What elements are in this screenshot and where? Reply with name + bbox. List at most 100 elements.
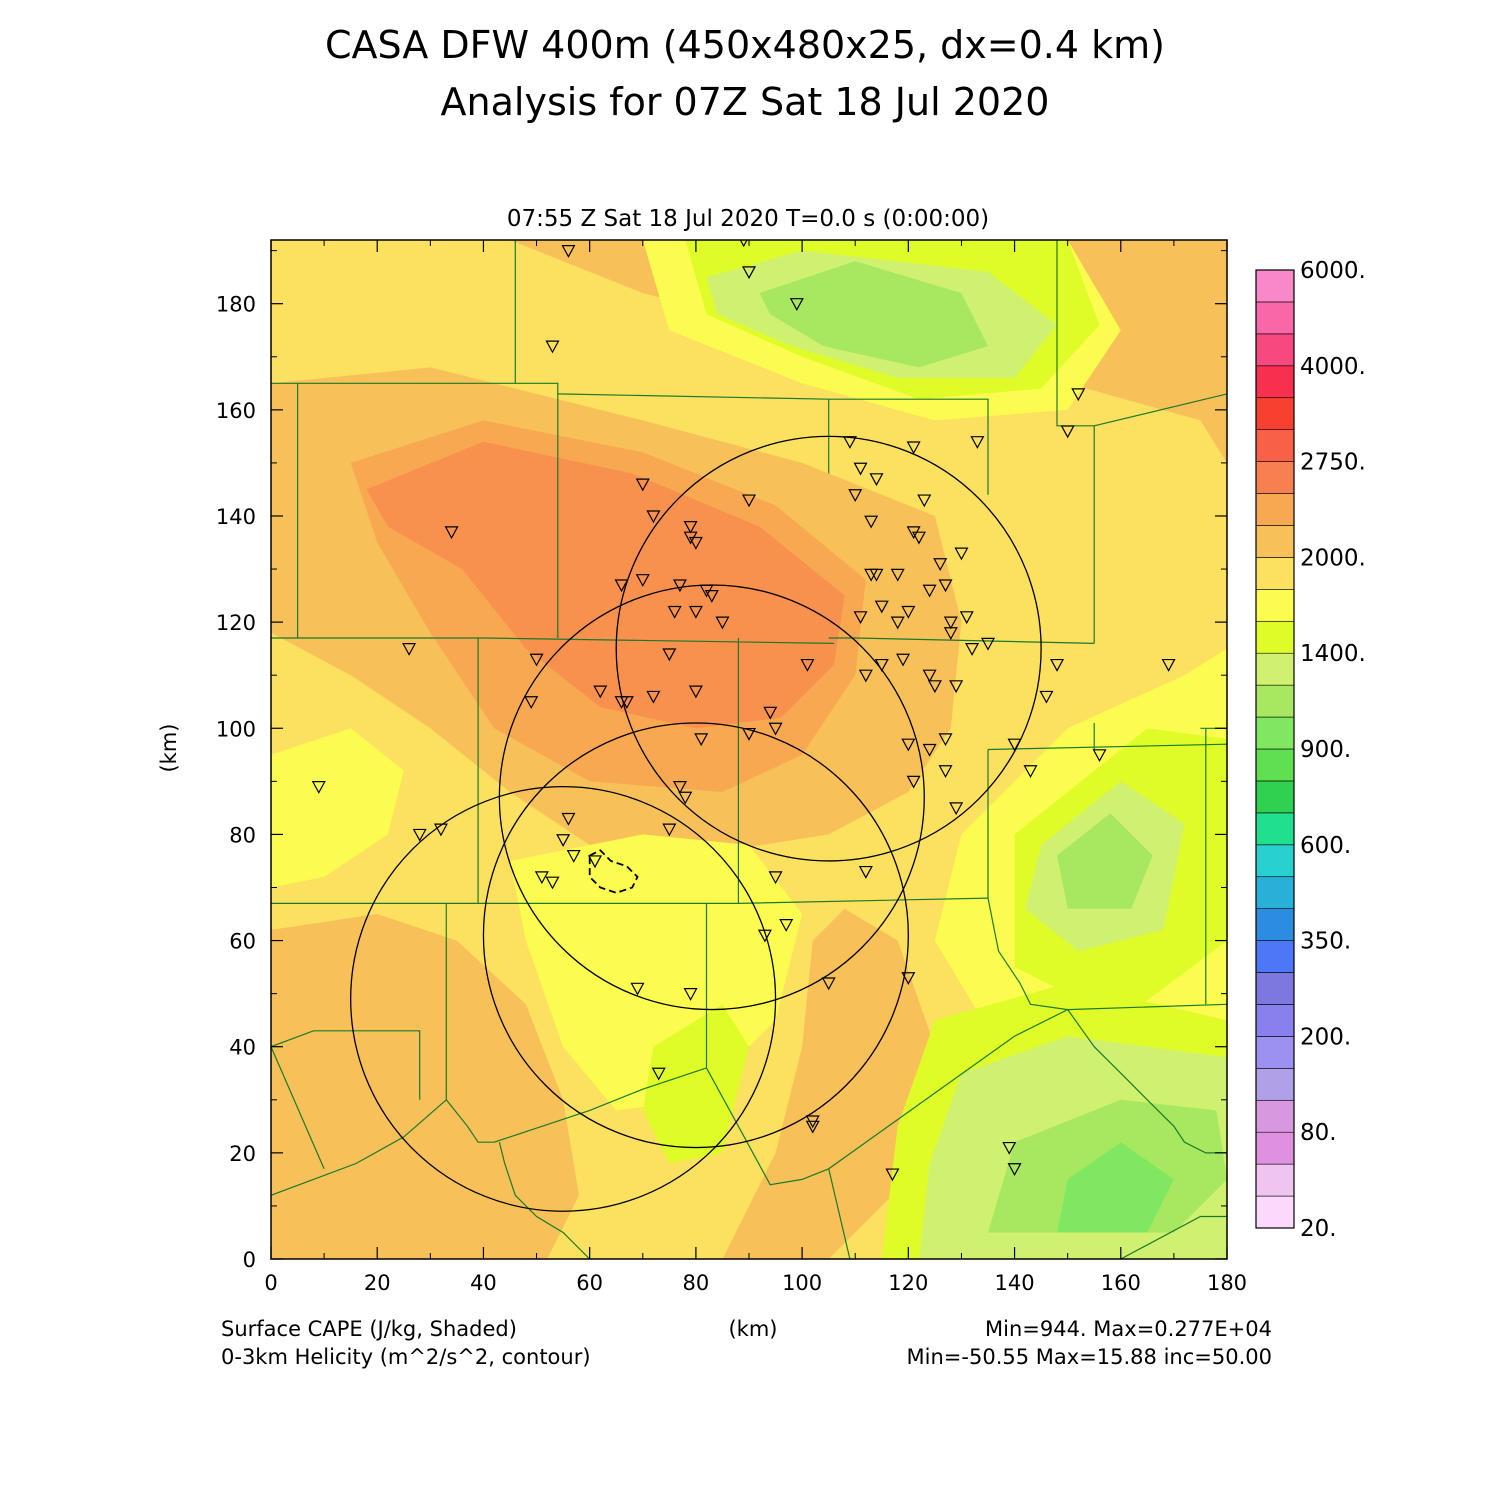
county-boundary: [1056, 240, 1095, 644]
y-tick-label: 60: [229, 930, 256, 954]
station-marker: [901, 972, 916, 985]
colorbar-segment: [1255, 1099, 1295, 1133]
y-tick-label: 120: [216, 611, 256, 635]
station-marker: [1060, 425, 1075, 439]
x-tick-label: 80: [683, 1271, 710, 1295]
station-marker: [561, 245, 576, 258]
footer-stats-1: Min=944. Max=0.277E+04: [985, 1317, 1272, 1341]
station-marker: [1007, 738, 1022, 752]
station-marker: [906, 441, 921, 455]
station-marker: [593, 685, 608, 699]
cape-shading: [271, 240, 1227, 1259]
colorbar-segment: [1255, 365, 1295, 399]
radar-range-ring: [615, 435, 1042, 862]
colorbar-segment: [1255, 1163, 1295, 1197]
cape-region: [1057, 813, 1153, 909]
colorbar-segment: [1255, 972, 1295, 1005]
station-marker: [821, 977, 836, 991]
station-marker: [1039, 690, 1054, 704]
y-tick-label: 0: [243, 1248, 256, 1272]
station-marker: [651, 1067, 666, 1081]
station-marker: [949, 680, 964, 694]
station-marker: [858, 669, 873, 683]
station-marker: [672, 579, 687, 593]
station-marker: [688, 536, 703, 550]
colorbar-segment: [1255, 1131, 1295, 1165]
y-tick-label: 80: [229, 823, 256, 847]
station-marker: [402, 643, 417, 656]
station-marker: [529, 653, 544, 667]
x-tick-label: 60: [576, 1271, 603, 1295]
station-marker: [545, 876, 560, 890]
station-marker: [763, 706, 778, 720]
colorbar-segment: [1255, 716, 1295, 750]
station-marker: [646, 690, 661, 704]
colorbar-segment: [1255, 684, 1295, 718]
station-marker: [566, 850, 581, 863]
observation-stations: [311, 240, 1176, 1182]
station-marker: [938, 765, 953, 778]
station-marker: [869, 568, 884, 582]
x-tick-label: 120: [888, 1271, 928, 1295]
station-marker: [885, 1168, 900, 1182]
y-tick-label: 100: [216, 717, 256, 741]
station-marker: [534, 871, 549, 885]
station-marker: [683, 988, 698, 1001]
colorbar-label: 6000.: [1300, 258, 1366, 284]
station-marker: [587, 855, 602, 869]
station-marker: [768, 871, 783, 885]
cape-region: [722, 908, 935, 1259]
station-marker: [683, 520, 698, 534]
county-boundary: [828, 1168, 851, 1259]
county-boundaries: [271, 240, 1227, 1259]
station-marker: [433, 823, 448, 837]
colorbar-label: 900.: [1300, 737, 1351, 763]
station-marker: [853, 611, 868, 625]
station-marker: [800, 658, 815, 672]
title-line-2: Analysis for 07Z Sat 18 Jul 2020: [441, 80, 1050, 124]
station-marker: [938, 579, 953, 593]
station-marker: [619, 696, 634, 709]
colorbar-label: 2750.: [1300, 450, 1366, 476]
helicity-contour: [588, 849, 639, 894]
station-marker: [917, 494, 932, 508]
county-boundary: [271, 637, 835, 644]
station-marker: [1002, 1141, 1017, 1155]
station-marker: [906, 775, 921, 789]
colorbar-segment: [1255, 940, 1295, 973]
station-marker: [683, 531, 698, 545]
station-marker: [927, 680, 942, 694]
colorbar-label: 2000.: [1300, 545, 1366, 571]
x-tick-label: 0: [264, 1271, 277, 1295]
y-axis-label: (km): [157, 723, 181, 772]
station-marker: [779, 919, 794, 932]
station-marker: [922, 743, 937, 757]
station-marker: [874, 658, 889, 672]
plot-area: [271, 240, 1227, 1259]
footer-field-2: 0-3km Helicity (m^2/s^2, contour): [221, 1345, 591, 1369]
station-marker: [561, 812, 576, 826]
x-tick-label: 40: [470, 1271, 497, 1295]
station-marker: [864, 515, 879, 529]
x-axis-ticks: 0 20 40 60 80 100 120 140 160 180: [264, 240, 1247, 1295]
station-marker: [704, 589, 719, 603]
colorbar-label: 200.: [1300, 1024, 1351, 1050]
station-marker: [853, 462, 868, 476]
colorbar-label: 80.: [1300, 1120, 1337, 1146]
colorbar-segment: [1255, 620, 1295, 654]
station-marker: [545, 340, 560, 354]
colorbar-segment: [1255, 1036, 1295, 1069]
cape-region: [759, 261, 988, 368]
colorbar-segment: [1255, 652, 1295, 686]
colorbar-segment: [1255, 269, 1295, 303]
station-marker: [524, 696, 539, 709]
colorbar-segment: [1255, 429, 1295, 462]
county-boundary: [498, 1142, 591, 1259]
station-marker: [672, 781, 687, 794]
station-marker: [1092, 749, 1107, 763]
station-marker: [741, 266, 757, 280]
y-tick-label: 180: [216, 293, 256, 317]
station-marker: [311, 781, 326, 794]
y-tick-label: 140: [216, 505, 256, 529]
